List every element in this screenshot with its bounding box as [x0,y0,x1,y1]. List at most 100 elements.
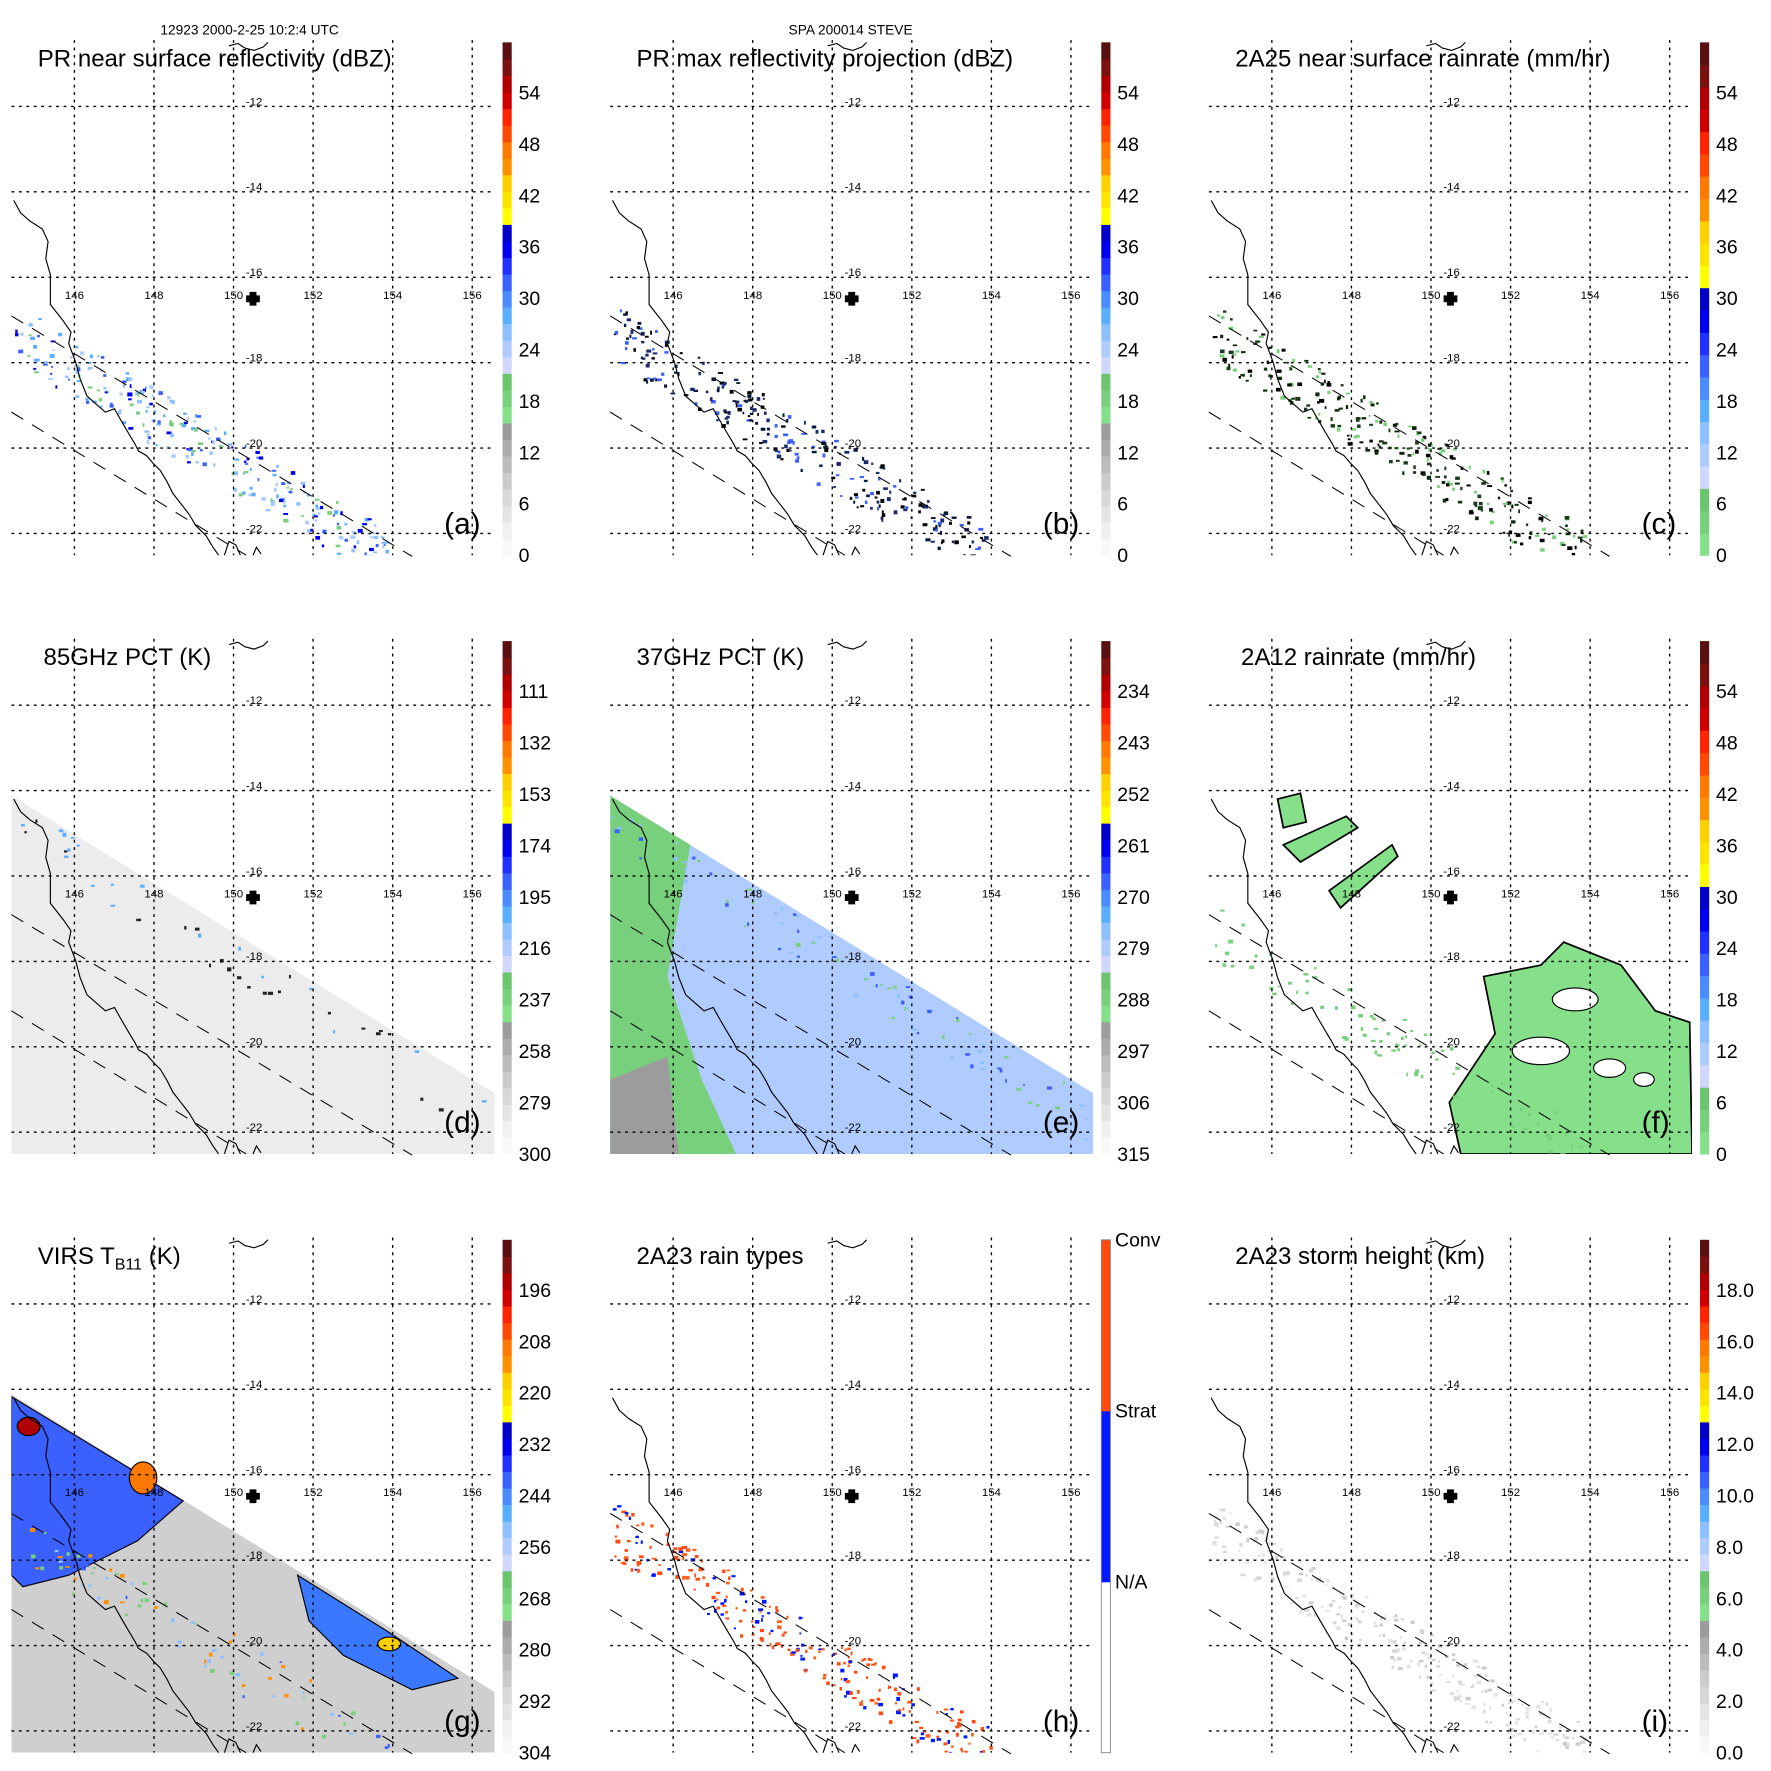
data-pixel [1571,1130,1575,1133]
latitude-label: -20 [1443,1037,1460,1049]
data-pixel [1036,1104,1040,1108]
colorbar-segment [502,1339,512,1357]
data-pixel [968,544,971,549]
data-pixel [1452,1653,1456,1657]
data-pixel [967,521,971,525]
data-pixel [1255,1530,1261,1534]
data-pixel [1445,1680,1451,1684]
data-pixel [130,1582,134,1585]
data-pixel [277,990,281,994]
data-pixel [1313,976,1318,979]
data-pixel [731,1575,736,1578]
data-pixel [91,884,95,887]
data-pixel [787,1648,791,1652]
data-pixel [186,455,189,459]
map-area [1212,1508,1588,1753]
data-pixel [309,1679,313,1683]
colorbar-segment [1101,1005,1111,1023]
storm-center-marker-icon [844,291,859,306]
data-pixel [257,478,260,482]
data-pixel [59,1566,64,1570]
data-pixel [977,546,982,550]
data-pixel [655,329,658,334]
data-pixel [905,986,911,988]
data-pixel [860,505,865,508]
data-pixel [707,1612,710,1616]
latitude-label: -18 [845,951,862,963]
data-pixel [1310,1577,1314,1581]
data-pixel [1280,1593,1283,1598]
data-pixel [1254,954,1258,958]
data-pixel [227,967,232,972]
data-pixel [1477,494,1482,499]
colorbar-tick-label: 0 [1716,1144,1727,1166]
data-pixel [268,1676,272,1680]
data-pixel [619,309,622,313]
data-pixel [801,432,806,435]
colorbar-segment [502,340,512,358]
data-pixel [1491,510,1495,514]
data-pixel [1263,367,1268,371]
colorbar-segment [1700,1438,1710,1456]
data-pixel [1382,441,1388,445]
data-pixel [773,911,777,916]
data-pixel [611,816,614,818]
longitude-label: 150 [823,1487,842,1499]
data-pixel [1426,459,1429,462]
data-pixel [1229,1512,1232,1515]
data-pixel [314,519,318,522]
data-pixel [722,1569,726,1574]
data-pixel [119,392,123,396]
data-pixel [751,1620,754,1623]
data-pixel [1418,1641,1423,1645]
data-pixel [1553,1733,1559,1736]
colorbar-tick-label: 6 [519,494,530,516]
data-pixel [369,547,374,552]
data-pixel [368,554,374,556]
data-pixel [698,1567,704,1572]
data-pixel [219,1656,225,1659]
data-pixel [348,1732,354,1735]
pr-swath-edge [11,1010,247,1155]
data-pixel [980,1061,984,1064]
data-pixel [640,356,644,360]
data-pixel [786,1615,789,1619]
data-pixel [632,337,637,340]
data-pixel [1443,475,1447,479]
data-pixel [851,1697,857,1699]
data-pixel [1262,1553,1265,1557]
data-pixel [1326,1579,1330,1583]
data-pixel [333,1029,335,1034]
data-pixel [315,535,321,540]
data-pixel [54,1549,59,1553]
data-pixel [1539,1712,1543,1716]
data-pixel [1378,440,1384,443]
data-pixel [908,1709,911,1713]
data-pixel [122,380,127,384]
data-pixel [58,829,64,833]
colorbar-segment [1700,1636,1710,1654]
data-pixel [733,378,739,381]
data-pixel [1482,469,1486,474]
data-pixel [716,1598,719,1601]
colorbar-segment [1101,538,1111,556]
data-pixel [973,570,976,572]
data-pixel [1369,423,1374,426]
pr-swath-edge [609,1010,846,1155]
colorbar-segment [1101,988,1111,1006]
panel-letter: (b) [1043,507,1079,540]
data-pixel [914,1720,919,1724]
latitude-label: -22 [845,523,862,535]
data-pixel [854,993,859,998]
data-pixel [1347,1622,1353,1627]
data-pixel [128,378,133,381]
data-pixel [68,378,70,381]
data-pixel [375,544,379,548]
data-pixel [1452,487,1455,491]
data-pixel [1428,448,1433,452]
colorbar-tick-label: 132 [519,733,551,755]
data-pixel [904,1006,907,1011]
data-pixel [961,535,966,539]
data-pixel [142,423,145,427]
